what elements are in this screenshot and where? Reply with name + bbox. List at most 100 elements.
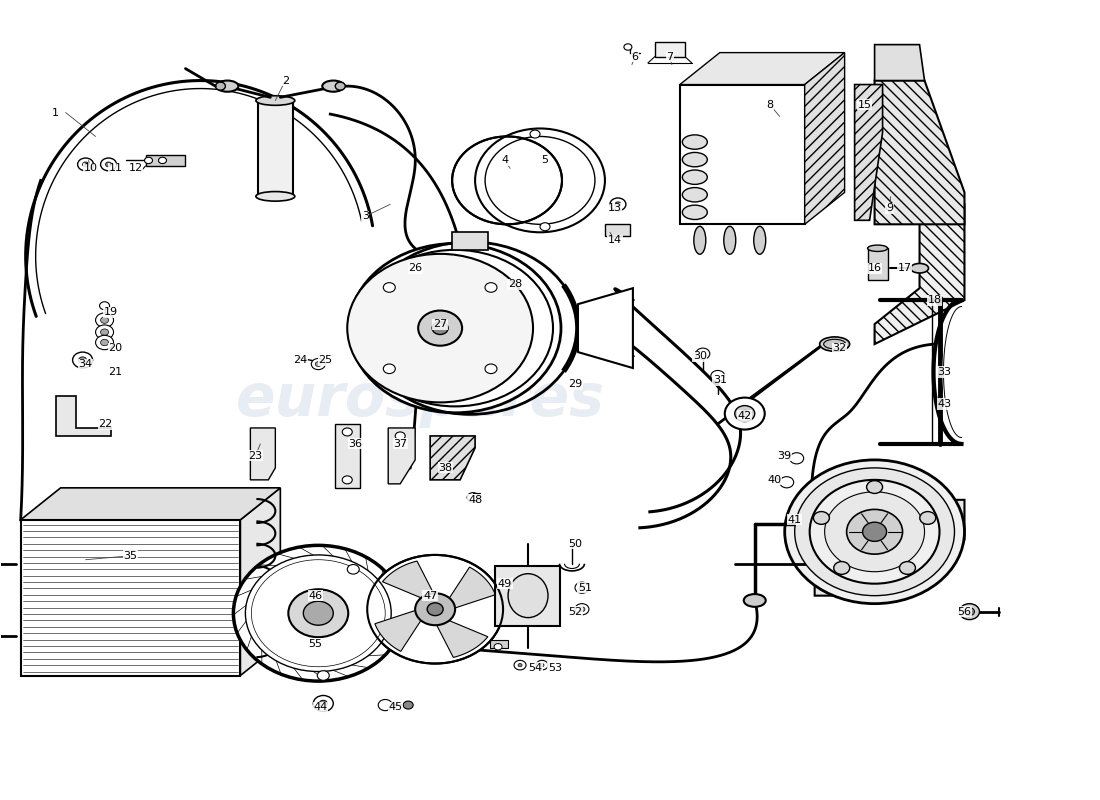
Text: 23: 23: [249, 451, 263, 461]
Text: 7: 7: [667, 51, 673, 62]
Text: 56: 56: [957, 606, 971, 617]
Text: 22: 22: [98, 419, 112, 429]
Text: 20: 20: [109, 343, 122, 353]
Circle shape: [540, 222, 550, 230]
Polygon shape: [431, 277, 515, 333]
Circle shape: [59, 426, 72, 435]
Text: 13: 13: [608, 203, 622, 214]
Text: eurospares: eurospares: [235, 371, 605, 429]
Text: 35: 35: [123, 550, 138, 561]
Text: 18: 18: [927, 295, 942, 305]
Circle shape: [245, 555, 392, 671]
Text: 37: 37: [393, 439, 407, 449]
Ellipse shape: [744, 594, 766, 607]
Circle shape: [100, 302, 110, 310]
Text: 15: 15: [858, 99, 871, 110]
Circle shape: [536, 660, 548, 670]
Polygon shape: [855, 85, 882, 220]
Polygon shape: [874, 204, 965, 344]
Text: 30: 30: [693, 351, 707, 361]
Circle shape: [395, 432, 405, 440]
Ellipse shape: [682, 135, 707, 150]
Circle shape: [252, 560, 385, 666]
Circle shape: [530, 130, 540, 138]
Ellipse shape: [724, 226, 736, 254]
Text: 10: 10: [84, 163, 98, 174]
Circle shape: [100, 158, 117, 170]
Polygon shape: [251, 428, 275, 480]
Ellipse shape: [911, 263, 928, 273]
Text: 5: 5: [541, 155, 549, 166]
Bar: [605, 224, 630, 236]
Circle shape: [288, 590, 349, 637]
Circle shape: [920, 511, 936, 524]
Circle shape: [106, 162, 111, 167]
Circle shape: [404, 701, 414, 709]
Polygon shape: [449, 567, 495, 609]
Circle shape: [518, 663, 522, 666]
Bar: [654, 42, 685, 57]
Bar: [680, 85, 805, 224]
Polygon shape: [56, 396, 111, 436]
Ellipse shape: [682, 187, 707, 202]
Polygon shape: [436, 620, 487, 658]
Text: 3: 3: [362, 211, 369, 222]
Text: 19: 19: [103, 307, 118, 317]
Circle shape: [959, 604, 979, 620]
Text: 52: 52: [568, 606, 582, 617]
Circle shape: [485, 282, 497, 292]
Bar: [257, 101, 293, 196]
Circle shape: [59, 399, 72, 409]
Text: 29: 29: [568, 379, 582, 389]
Text: 36: 36: [349, 439, 362, 449]
Ellipse shape: [682, 205, 707, 219]
Polygon shape: [805, 53, 845, 224]
Text: 9: 9: [886, 203, 893, 214]
Text: 53: 53: [548, 662, 562, 673]
Circle shape: [144, 158, 153, 164]
Text: 42: 42: [738, 411, 752, 421]
Polygon shape: [388, 428, 415, 484]
Text: 46: 46: [308, 590, 322, 601]
Circle shape: [735, 406, 755, 422]
Polygon shape: [680, 53, 845, 85]
Text: 6: 6: [631, 51, 638, 62]
Circle shape: [485, 364, 497, 374]
Text: 55: 55: [308, 638, 322, 649]
Circle shape: [314, 695, 333, 711]
Circle shape: [304, 602, 333, 626]
Bar: [145, 155, 186, 166]
Circle shape: [100, 339, 109, 346]
Circle shape: [575, 604, 589, 615]
Ellipse shape: [217, 81, 239, 92]
Circle shape: [579, 586, 585, 590]
Circle shape: [900, 562, 915, 574]
Polygon shape: [375, 610, 422, 651]
Circle shape: [367, 555, 503, 663]
Text: 54: 54: [528, 662, 542, 673]
Polygon shape: [241, 488, 280, 675]
Polygon shape: [578, 288, 632, 368]
Circle shape: [794, 468, 955, 596]
Circle shape: [378, 699, 393, 710]
Bar: [868, 248, 888, 280]
Polygon shape: [874, 45, 924, 81]
Circle shape: [348, 254, 534, 402]
Circle shape: [383, 364, 395, 374]
Bar: [495, 566, 560, 626]
Circle shape: [867, 481, 882, 494]
Polygon shape: [430, 436, 475, 480]
Circle shape: [342, 428, 352, 436]
Text: 1: 1: [52, 107, 59, 118]
Polygon shape: [336, 424, 360, 488]
Ellipse shape: [336, 82, 345, 90]
Circle shape: [96, 325, 113, 339]
Circle shape: [427, 603, 443, 616]
Circle shape: [711, 370, 725, 382]
Circle shape: [100, 329, 109, 335]
Circle shape: [158, 158, 166, 164]
Circle shape: [862, 522, 887, 542]
Circle shape: [311, 358, 326, 370]
Circle shape: [78, 357, 87, 363]
Ellipse shape: [216, 82, 225, 90]
